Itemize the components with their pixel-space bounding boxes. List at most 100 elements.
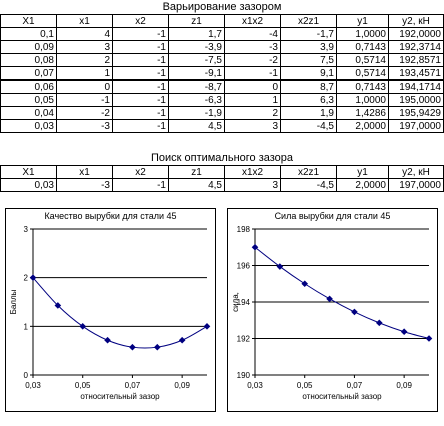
table-cell: -1 xyxy=(112,106,169,120)
quality-chart-x-tick-label: 0,07 xyxy=(125,381,141,390)
table-cell: 4 xyxy=(56,27,113,41)
force-chart-x-tick-label: 0,07 xyxy=(347,381,363,390)
table-cell: 0,09 xyxy=(0,40,57,54)
quality-chart-x-tick-label: 0,03 xyxy=(25,381,41,390)
table-cell: 1,7 xyxy=(168,27,225,41)
column-header: y1 xyxy=(336,165,389,179)
column-header: x2z1 xyxy=(280,165,337,179)
quality-chart-data-point xyxy=(79,323,87,330)
table-cell: -8,7 xyxy=(168,79,225,94)
force-chart: Сила вырубки для стали 45 190 192 194 196 19… xyxy=(227,208,438,412)
quality-chart: Качество вырубки для стали 45 0 1 2 3 0,03 0,… xyxy=(5,208,216,412)
table-cell: -4,5 xyxy=(280,178,337,192)
table-cell: 195,9429 xyxy=(388,106,444,120)
force-chart-data-point xyxy=(251,243,259,251)
quality-chart-y-tick-label: 3 xyxy=(24,225,29,234)
force-chart-y-tick-label: 190 xyxy=(237,371,251,380)
table-row: 0,03 -3 -1 4,5 3 -4,5 2,0000 197,0000 xyxy=(0,119,444,133)
quality-chart-data-point xyxy=(104,336,111,344)
table-cell: 0,03 xyxy=(0,119,57,133)
quality-chart-series-line xyxy=(32,277,208,349)
force-chart-data-point xyxy=(425,335,433,342)
column-header: x1x2 xyxy=(224,165,281,179)
column-header: x1 xyxy=(56,14,113,28)
column-header: X1 xyxy=(0,165,57,179)
table-cell: 0,04 xyxy=(0,106,57,120)
column-header: x2z1 xyxy=(280,14,337,28)
table-cell: 9,1 xyxy=(280,66,337,81)
table-cell: 3,9 xyxy=(280,40,337,54)
table-cell: 1,0000 xyxy=(336,27,389,41)
optimum-table: X1 x1 x2 z1 x1x2 x2z1 y1 y2, кН 0,03 -3 -1 4,5 3 -4,… xyxy=(0,165,444,192)
column-header: z1 xyxy=(168,14,225,28)
table-cell: -3 xyxy=(224,40,281,54)
table-row: 0,1 4 -1 1,7 -4 -1,7 1,0000 192,0000 xyxy=(0,27,444,41)
table-cell: -1,9 xyxy=(168,106,225,120)
table-cell: -2 xyxy=(56,106,113,120)
table-cell: -1,7 xyxy=(280,27,337,41)
force-chart-data-point xyxy=(351,308,358,316)
table-row: 0,03 -3 -1 4,5 3 -4,5 2,0000 197,0000 xyxy=(0,178,444,192)
table-cell: 3 xyxy=(224,119,281,133)
table-cell: 0,7143 xyxy=(336,79,389,94)
table-cell: 3 xyxy=(224,178,281,192)
table-cell: 192,0000 xyxy=(388,27,444,41)
quality-chart-x-axis-label: относительный зазор xyxy=(80,392,160,401)
table-cell: 4,5 xyxy=(168,119,225,133)
quality-chart-title: Качество вырубки для стали 45 xyxy=(44,211,177,221)
force-chart-data-point xyxy=(276,263,284,270)
table-cell: -7,5 xyxy=(168,53,225,67)
table-cell: 195,0000 xyxy=(388,93,444,107)
quality-chart-y-tick-label: 1 xyxy=(24,322,29,331)
table-row: 0,09 3 -1 -3,9 -3 3,9 0,7143 192,3714 xyxy=(0,40,444,54)
table-cell: 1 xyxy=(224,93,281,107)
quality-chart-x-tick-label: 0,05 xyxy=(75,381,91,390)
table-cell: -1 xyxy=(56,93,113,107)
column-header: x2 xyxy=(112,165,169,179)
quality-chart-data-point xyxy=(203,323,211,330)
table-cell: 2,0000 xyxy=(336,119,389,133)
column-header: X1 xyxy=(0,14,57,28)
table-cell: -4 xyxy=(224,27,281,41)
table-cell: -3,9 xyxy=(168,40,225,54)
table-cell: -1 xyxy=(224,66,281,81)
quality-chart-y-axis-label: Баллы xyxy=(9,289,18,314)
table-row: 0,04 -2 -1 -1,9 2 1,9 1,4286 195,9429 xyxy=(0,106,444,120)
table-cell: 3 xyxy=(56,40,113,54)
quality-chart-svg: 0 1 2 3 0,03 0,05 0,07 0,09 относительный зазор Б… xyxy=(9,225,211,401)
force-chart-title: Сила вырубки для стали 45 xyxy=(274,211,391,221)
table-title-optimum: Поиск оптимального зазора xyxy=(150,152,294,164)
variation-table: X1 x1 x2 z1 x1x2 x2z1 y1 y2, кН 0,1 4 -1 1,7 -4 -1,7… xyxy=(0,14,444,133)
table-cell: -1 xyxy=(112,53,169,67)
table-cell: 8,7 xyxy=(280,79,337,94)
table-title-variation: Варьирование зазором xyxy=(162,1,282,13)
table-cell: 192,8571 xyxy=(388,53,444,67)
force-chart-x-axis-label: относительный зазор xyxy=(302,392,382,401)
column-header: y2, кН xyxy=(388,14,444,28)
table-cell: -1 xyxy=(112,178,169,192)
column-header: x2 xyxy=(112,14,169,28)
table-cell: 2 xyxy=(56,53,113,67)
quality-chart-data-point xyxy=(54,302,62,309)
table-cell: 1,4286 xyxy=(336,106,389,120)
force-chart-series-line xyxy=(254,246,430,339)
force-chart-y-tick-label: 194 xyxy=(237,298,251,307)
column-header: x1 xyxy=(56,165,113,179)
table-cell: 0,5714 xyxy=(336,66,389,81)
table-cell: 2,0000 xyxy=(336,178,389,192)
table-cell: 193,4571 xyxy=(388,66,444,81)
table-cell: 0,05 xyxy=(0,93,57,107)
table-row: 0,08 2 -1 -7,5 -2 7,5 0,5714 192,8571 xyxy=(0,53,444,67)
force-chart-data-point xyxy=(375,319,383,327)
table-cell: 0,08 xyxy=(0,53,57,67)
column-header: y1 xyxy=(336,14,389,28)
force-chart-y-tick-label: 198 xyxy=(237,225,251,234)
quality-chart-data-point xyxy=(153,343,161,351)
table-cell: 1,9 xyxy=(280,106,337,120)
table-cell: -1 xyxy=(112,93,169,107)
table-row: 0,06 0 -1 -8,7 0 8,7 0,7143 194,1714 xyxy=(0,79,444,94)
table-cell: 7,5 xyxy=(280,53,337,67)
quality-chart-data-point xyxy=(178,336,186,344)
quality-chart-data-point xyxy=(129,343,136,351)
table-row: 0,07 1 -1 -9,1 -1 9,1 0,5714 193,4571 xyxy=(0,66,444,81)
